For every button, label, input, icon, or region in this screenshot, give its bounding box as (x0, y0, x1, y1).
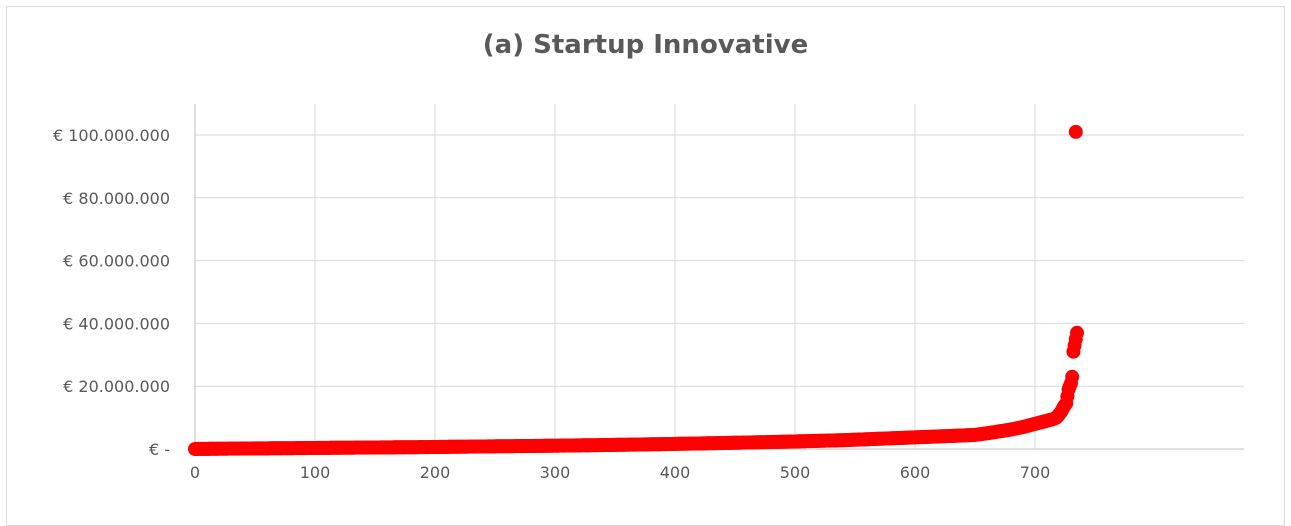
x-tick-label: 400 (660, 463, 691, 482)
tick-labels: € - € 20.000.000 € 40.000.000 € 60.000.000 €… (53, 126, 1050, 482)
y-tick-label: € 100.000.000 (53, 126, 170, 145)
data-point (1070, 325, 1084, 340)
x-tick-label: 200 (420, 463, 451, 482)
chart-title: (a) Startup Innovative (482, 30, 809, 60)
data-point (1068, 124, 1083, 139)
chart-container: (a) Startup Innovative € - € 20.000.000 € … (6, 6, 1285, 526)
x-tick-label: 700 (1020, 463, 1051, 482)
x-tick-label: 500 (780, 463, 811, 482)
y-tick-label: € 20.000.000 (63, 377, 170, 396)
y-tick-label: € - (149, 440, 170, 459)
data-points (188, 124, 1084, 456)
axes (194, 104, 1244, 450)
x-tick-label: 0 (190, 463, 200, 482)
x-tick-label: 600 (900, 463, 931, 482)
y-tick-label: € 40.000.000 (63, 314, 170, 333)
x-tick-label: 100 (300, 463, 331, 482)
gridlines (195, 104, 1244, 449)
x-tick-label: 300 (540, 463, 571, 482)
scatter-plot: € - € 20.000.000 € 40.000.000 € 60.000.000 €… (53, 104, 1244, 482)
data-point (1065, 369, 1080, 384)
y-tick-label: € 60.000.000 (63, 252, 170, 271)
y-tick-label: € 80.000.000 (63, 189, 170, 208)
